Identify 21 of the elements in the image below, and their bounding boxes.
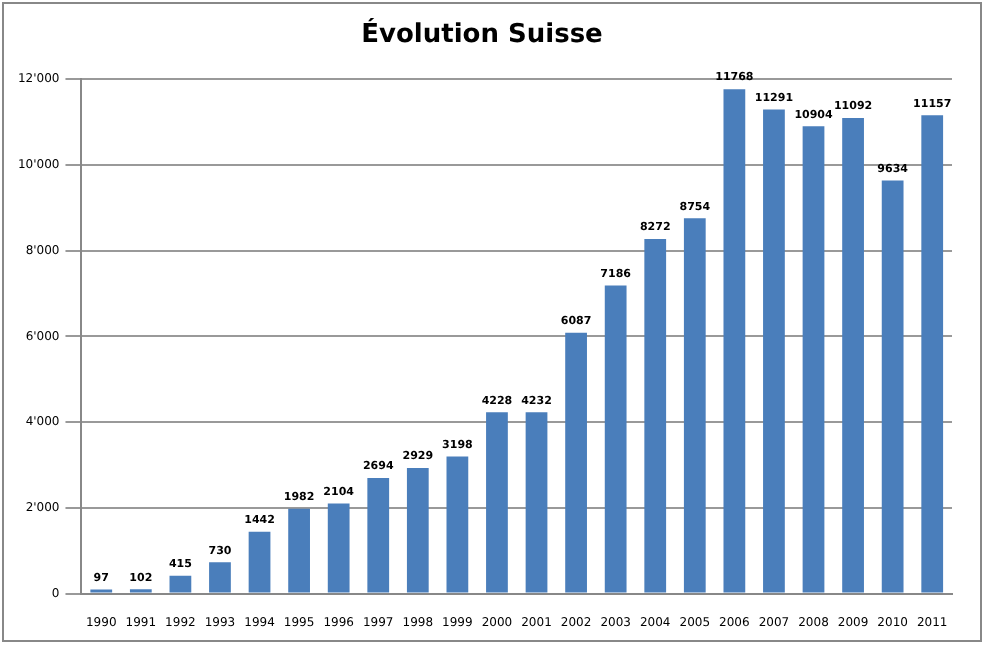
bar bbox=[921, 115, 944, 593]
bar bbox=[842, 118, 864, 593]
bar bbox=[248, 531, 271, 593]
bar bbox=[604, 285, 627, 593]
bar bbox=[565, 332, 587, 593]
bar bbox=[763, 109, 785, 593]
chart-title: Évolution Suisse bbox=[361, 16, 604, 51]
bar bbox=[446, 456, 469, 593]
bar bbox=[288, 508, 310, 593]
bar bbox=[367, 478, 390, 593]
bar bbox=[406, 468, 429, 593]
bar bbox=[327, 503, 350, 593]
bar bbox=[486, 412, 508, 593]
bar bbox=[683, 218, 706, 593]
bar bbox=[644, 239, 667, 593]
bar bbox=[723, 89, 746, 593]
bar bbox=[209, 562, 231, 593]
bar bbox=[802, 126, 825, 593]
bar bbox=[525, 412, 548, 593]
bar bbox=[169, 575, 192, 593]
bar bbox=[881, 180, 904, 593]
